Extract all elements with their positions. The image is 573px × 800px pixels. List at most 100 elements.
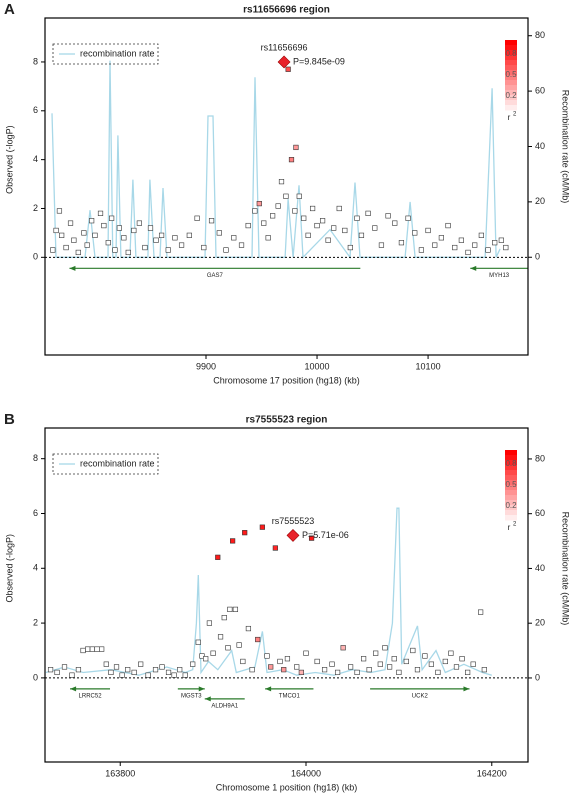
y2-tick-label: 20 (535, 196, 545, 206)
snp-point (422, 653, 428, 659)
x-tick-label: 163800 (105, 768, 135, 778)
snp-point (89, 646, 95, 652)
snp-point (145, 672, 151, 678)
y-tick-label: 2 (33, 203, 38, 213)
panel-letter: A (4, 1, 15, 18)
snp-point (284, 656, 291, 662)
snp-point (227, 606, 233, 612)
snp-point (428, 661, 435, 667)
snp-point (81, 230, 87, 236)
snp-point (331, 225, 337, 231)
r2-gradient (505, 470, 517, 476)
snp-point (138, 661, 144, 667)
snp-point (178, 242, 185, 248)
snp-point (206, 620, 213, 626)
y-tick-label: 6 (33, 105, 38, 115)
snp-point (131, 669, 137, 676)
snp-point (217, 634, 224, 640)
snp-point (308, 535, 315, 541)
snp-point (119, 672, 125, 678)
y2-tick-label: 40 (535, 563, 545, 573)
snp-point (358, 232, 365, 238)
r2-tick-label: 0.8 (505, 49, 517, 58)
snp-point (396, 669, 402, 676)
snp-point (210, 650, 216, 656)
snp-point (112, 247, 118, 253)
x-axis-label: Chromosome 17 position (hg18) (kb) (213, 375, 360, 385)
snp-point (342, 227, 348, 234)
snp-point (208, 218, 215, 224)
snp-point (321, 667, 328, 673)
snp-point (478, 232, 484, 238)
r2-gradient (505, 500, 517, 506)
y2-tick-label: 20 (535, 618, 545, 628)
snp-point (452, 244, 458, 251)
snp-point (294, 664, 300, 670)
gene-label: TMCO1 (279, 693, 301, 699)
snp-point (305, 232, 311, 238)
snp-point (360, 656, 367, 662)
snp-point (75, 667, 82, 673)
y-tick-label: 8 (33, 56, 38, 66)
snp-point (382, 645, 388, 651)
snp-point (59, 232, 65, 238)
snp-point (354, 215, 360, 221)
snp-point (99, 646, 105, 652)
y2-tick-label: 0 (535, 252, 540, 262)
r2-gradient (505, 485, 517, 491)
snp-point (63, 244, 69, 251)
snp-point (125, 249, 131, 256)
r2-gradient (505, 80, 517, 86)
panel-title: rs11656696 region (243, 5, 330, 16)
r2-gradient (505, 70, 517, 76)
y2-tick-label: 80 (535, 453, 545, 463)
snp-point (492, 240, 498, 246)
lead-name: rs7555523 (272, 516, 315, 526)
lead-snp (286, 528, 300, 542)
y-tick-label: 8 (33, 453, 38, 463)
snp-point (270, 213, 276, 219)
r2-gradient (505, 450, 517, 456)
snp-point (54, 669, 60, 676)
lead-p-value: P=5.71e-06 (302, 530, 349, 540)
snp-point (272, 545, 278, 551)
snp-point (392, 220, 398, 226)
snp-point (216, 230, 222, 236)
r2-gradient (505, 45, 517, 51)
gene-arrow (70, 686, 77, 692)
legend-box (52, 43, 159, 65)
y-tick-label: 4 (33, 154, 38, 164)
snp-point (238, 242, 245, 248)
r2-gradient (505, 40, 517, 46)
r2-gradient (505, 505, 517, 511)
y2-tick-label: 40 (535, 141, 545, 151)
snp-point (292, 208, 298, 214)
snp-point (113, 664, 120, 670)
snp-point (67, 220, 74, 226)
snp-point (53, 227, 59, 234)
snp-point (340, 645, 346, 651)
gene-arrow (470, 265, 477, 271)
r2-gradient (505, 510, 517, 516)
gene-label: MYH13 (489, 273, 510, 279)
snp-point (432, 242, 438, 248)
r2-tick-label: 0.2 (505, 91, 517, 100)
gene-label: UCK2 (412, 693, 429, 699)
r2-label: r (508, 113, 511, 122)
r2-label: r (508, 523, 511, 532)
gene-label: ALDH9A1 (211, 703, 238, 709)
snp-point (89, 218, 95, 224)
snp-point (435, 669, 441, 676)
snp-point (385, 213, 391, 219)
snp-point (319, 218, 326, 224)
r2-gradient (505, 85, 517, 91)
snp-point (232, 606, 239, 612)
snp-point (298, 669, 304, 676)
snp-point (398, 240, 405, 246)
snp-point (153, 237, 159, 243)
snp-point (481, 667, 487, 673)
gene-arrow (265, 686, 272, 692)
legend-label: recombination rate (80, 458, 155, 468)
r2-gradient (505, 475, 517, 481)
snp-point (177, 667, 183, 673)
